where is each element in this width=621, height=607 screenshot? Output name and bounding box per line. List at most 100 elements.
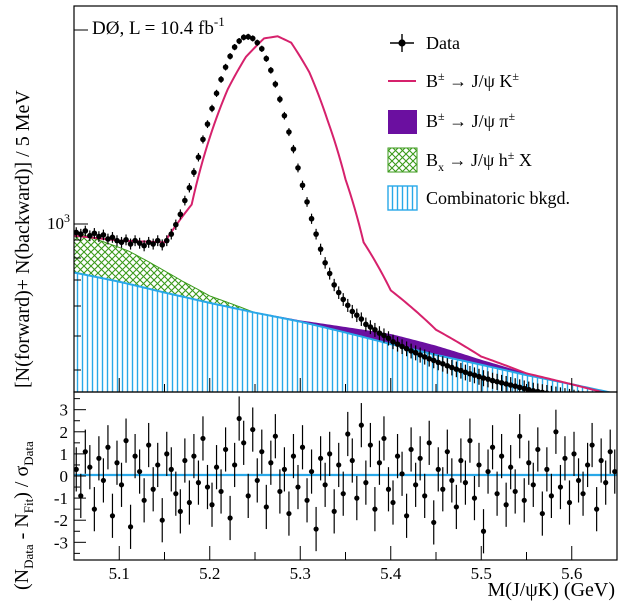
pull-point bbox=[236, 396, 242, 441]
svg-text:Bx → J/ψ h± X: Bx → J/ψ h± X bbox=[426, 148, 532, 174]
x-tick-label: 5.1 bbox=[109, 564, 130, 583]
pull-point bbox=[607, 429, 613, 474]
combinatoric-bkgd-line bbox=[74, 271, 613, 392]
pull-point bbox=[413, 462, 419, 507]
data-point bbox=[304, 197, 310, 207]
pull-point bbox=[471, 476, 478, 521]
experiment-label: DØ, L = 10.4 fb-1 bbox=[92, 14, 225, 39]
pull-point bbox=[241, 420, 247, 465]
data-point bbox=[412, 345, 419, 361]
data-point bbox=[435, 354, 442, 371]
pull-point bbox=[304, 478, 310, 523]
pull-point bbox=[177, 489, 183, 534]
data-point bbox=[507, 377, 514, 392]
data-point bbox=[150, 238, 156, 250]
data-point bbox=[439, 356, 446, 372]
pull-point bbox=[209, 482, 215, 527]
pull-point bbox=[372, 487, 378, 532]
pull-point bbox=[299, 425, 306, 470]
data-point bbox=[236, 38, 242, 45]
data-point bbox=[105, 233, 111, 245]
data-point bbox=[123, 234, 129, 246]
data-point bbox=[186, 183, 193, 193]
pull-point bbox=[146, 422, 152, 468]
data-point bbox=[245, 33, 252, 40]
pull-point bbox=[603, 460, 609, 505]
pull-point bbox=[553, 409, 559, 454]
legend-data: Data bbox=[390, 33, 460, 53]
pull-point bbox=[213, 445, 220, 490]
pull-point bbox=[589, 422, 595, 468]
data-point bbox=[349, 304, 356, 319]
pull-point bbox=[521, 478, 527, 523]
data-point bbox=[182, 195, 188, 206]
pull-point bbox=[109, 493, 116, 538]
pull-point bbox=[318, 436, 324, 481]
pull-point bbox=[399, 451, 405, 496]
pull-point bbox=[485, 449, 491, 494]
data-point bbox=[598, 395, 604, 412]
data-point bbox=[159, 239, 166, 251]
data-point bbox=[222, 63, 229, 71]
data-point bbox=[258, 45, 265, 52]
pull-point bbox=[232, 442, 238, 488]
data-point bbox=[521, 380, 528, 392]
x-tick-label: 5.4 bbox=[380, 564, 402, 583]
data-point bbox=[118, 236, 125, 248]
pull-point bbox=[503, 482, 509, 527]
data-point bbox=[376, 326, 383, 341]
data-point bbox=[87, 230, 93, 242]
data-point bbox=[82, 225, 89, 237]
data-point bbox=[322, 257, 328, 269]
legend-pion: B± → J/ψ π± bbox=[388, 109, 515, 134]
pull-point bbox=[557, 464, 564, 510]
x-tick-label: 5.6 bbox=[561, 564, 582, 583]
data-point bbox=[136, 237, 143, 249]
data-point bbox=[403, 341, 410, 357]
svg-text:B± → J/ψ π±: B± → J/ψ π± bbox=[426, 109, 515, 131]
combinatoric-bkgd-area bbox=[74, 272, 617, 392]
data-point bbox=[277, 95, 283, 103]
data-point bbox=[209, 104, 215, 113]
pull-point bbox=[530, 462, 536, 507]
pull-point bbox=[431, 500, 437, 545]
pull-point bbox=[322, 462, 328, 507]
pull-point bbox=[489, 425, 496, 470]
pull-point bbox=[376, 440, 383, 485]
data-point bbox=[299, 180, 306, 190]
pull-point bbox=[218, 469, 224, 514]
data-point bbox=[240, 34, 247, 41]
data-point bbox=[485, 371, 491, 388]
pull-point bbox=[480, 509, 487, 554]
pull-point bbox=[204, 464, 211, 510]
pull-point bbox=[141, 478, 147, 523]
data-point bbox=[218, 76, 224, 83]
data-point bbox=[381, 328, 387, 343]
pull-point bbox=[345, 411, 351, 457]
bottom-panel: 5.1 5.2 5.3 5.4 5.5 5.6 3 2 1 0 -1 -2 -3 bbox=[54, 391, 618, 583]
data-point bbox=[449, 359, 455, 376]
data-point bbox=[268, 66, 274, 74]
svg-text:Data: Data bbox=[426, 33, 460, 53]
data-point bbox=[354, 308, 360, 323]
pull-point bbox=[250, 407, 256, 452]
legend-signal: B± → J/ψ K± bbox=[388, 69, 519, 91]
pull-point bbox=[259, 429, 265, 474]
pull-point bbox=[331, 489, 337, 534]
pull-point bbox=[195, 460, 202, 505]
data-point bbox=[530, 382, 537, 392]
pull-point bbox=[381, 416, 387, 461]
pull-point bbox=[78, 473, 84, 518]
data-point bbox=[195, 152, 202, 162]
pull-point bbox=[499, 434, 505, 479]
pull-point bbox=[263, 484, 269, 530]
pull-point bbox=[440, 467, 446, 512]
y-tick-label: 2 bbox=[60, 423, 69, 442]
pull-point bbox=[598, 438, 604, 483]
data-point bbox=[114, 235, 120, 247]
pull-point bbox=[127, 504, 134, 549]
top-y-axis-title: [N(forward)+ N(backward)] / 5 MeV bbox=[12, 90, 34, 388]
data-point bbox=[340, 293, 347, 306]
pull-point bbox=[123, 418, 129, 463]
